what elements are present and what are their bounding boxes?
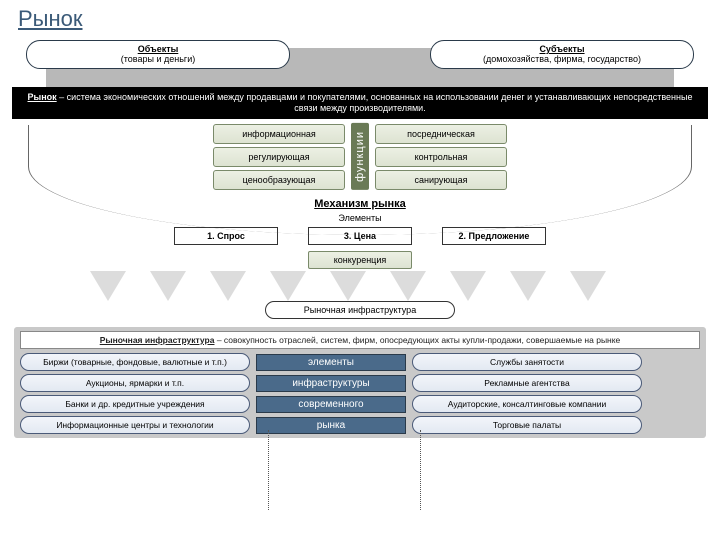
infra-pill: Рыночная инфраструктура [265,301,455,319]
infra-def-head: Рыночная инфраструктура [100,335,215,345]
infra-block: Рыночная инфраструктура – совокупность о… [14,327,706,438]
objects-head: Объекты [138,44,179,54]
infra-right-item: Аудиторские, консалтинговые компании [412,395,642,413]
competition-box: конкуренция [308,251,412,269]
infra-mid: современного [256,396,406,413]
infra-grid: Биржи (товарные, фондовые, валютные и т.… [20,353,700,434]
objects-pill: Объекты (товары и деньги) [26,40,290,69]
infra-mid: инфраструктуры [256,375,406,392]
subjects-sub: (домохозяйства, фирма, государство) [483,54,641,64]
subjects-pill: Субъекты (домохозяйства, фирма, государс… [430,40,694,69]
infra-left-item: Биржи (товарные, фондовые, валютные и т.… [20,353,250,371]
infra-left-item: Информационные центры и технологии [20,416,250,434]
top-row: Объекты (товары и деньги) Субъекты (домо… [0,40,720,69]
infra-mid: рынка [256,417,406,434]
infra-definition: Рыночная инфраструктура – совокупность о… [20,331,700,349]
infra-right-item: Рекламные агентства [412,374,642,392]
infra-right-item: Службы занятости [412,353,642,371]
infra-left-item: Банки и др. кредитные учреждения [20,395,250,413]
subjects-head: Субъекты [539,44,584,54]
definition-body: – система экономических отношений между … [59,92,692,113]
dotted-line [268,430,269,510]
infra-right-item: Торговые палаты [412,416,642,434]
objects-sub: (товары и деньги) [121,54,195,64]
infra-mid: элементы [256,354,406,371]
infra-left-item: Аукционы, ярмарки и т.п. [20,374,250,392]
definition-bar: Рынок – система экономических отношений … [12,87,708,120]
dotted-line [420,430,421,510]
infra-def-body: – совокупность отраслей, систем, фирм, о… [217,335,620,345]
page-title: Рынок [0,0,720,38]
definition-head: Рынок [28,92,57,102]
